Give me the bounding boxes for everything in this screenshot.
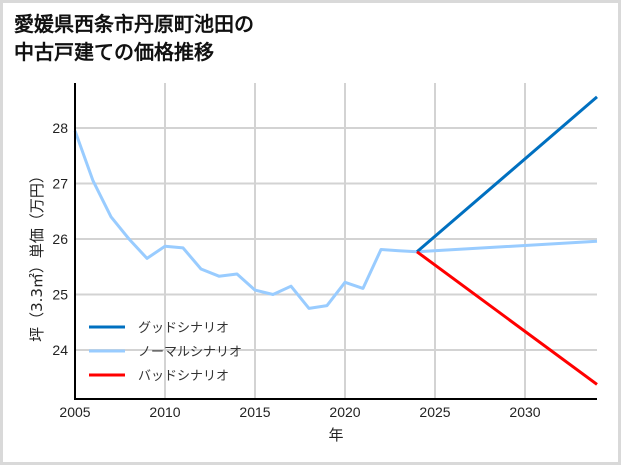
x-tick-label: 2015 — [239, 404, 270, 420]
y-tick-label: 26 — [52, 231, 68, 247]
axes — [74, 83, 597, 400]
x-tick-label: 2030 — [509, 404, 540, 420]
x-tick-label: 2010 — [149, 404, 180, 420]
y-tick-label: 27 — [52, 176, 68, 192]
y-axis-label: 坪（3.3㎡）単価（万円） — [28, 168, 46, 342]
series-line-2 — [416, 250, 598, 386]
x-axis-label: 年 — [328, 426, 343, 444]
legend-label: ノーマルシナリオ — [138, 345, 242, 360]
series-lines — [73, 95, 598, 386]
series-line-0 — [416, 95, 598, 253]
x-tick-label: 2005 — [59, 404, 90, 420]
y-tick-label: 25 — [52, 287, 68, 303]
x-tick-label: 2020 — [329, 404, 360, 420]
series-line-1 — [73, 130, 598, 310]
y-tick-label: 28 — [52, 120, 68, 136]
chart-title: 愛媛県西条市丹原町池田の 中古戸建ての価格推移 — [14, 10, 254, 66]
legend-label: バッドシナリオ — [138, 369, 229, 384]
y-tick-label: 24 — [52, 342, 68, 358]
grid-lines — [75, 83, 597, 399]
x-tick-labels: 2005 2010 2015 2020 2025 2030 — [59, 404, 540, 420]
chart-title-line-2: 中古戸建ての価格推移 — [14, 40, 214, 64]
chart-title-line-1: 愛媛県西条市丹原町池田の — [14, 12, 254, 36]
legend-label: グッドシナリオ — [138, 321, 229, 336]
x-tick-label: 2025 — [419, 404, 450, 420]
y-tick-labels: 24 25 26 27 28 — [52, 120, 68, 358]
